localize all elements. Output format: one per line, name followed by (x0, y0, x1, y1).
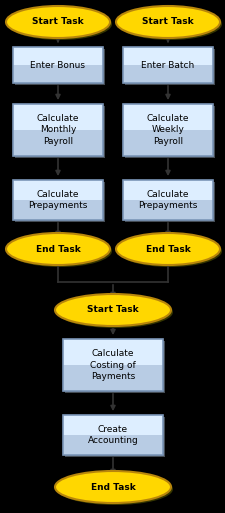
FancyBboxPatch shape (15, 182, 105, 222)
FancyBboxPatch shape (13, 65, 103, 83)
Text: End Task: End Task (36, 245, 80, 253)
Text: Start Task: Start Task (32, 17, 84, 27)
Text: Start Task: Start Task (87, 306, 139, 314)
FancyBboxPatch shape (65, 341, 165, 393)
Text: Calculate
Weekly
Payroll: Calculate Weekly Payroll (147, 114, 189, 146)
FancyBboxPatch shape (13, 130, 103, 156)
Ellipse shape (118, 235, 222, 267)
FancyBboxPatch shape (15, 49, 105, 85)
Ellipse shape (57, 296, 173, 328)
FancyBboxPatch shape (123, 104, 213, 130)
Text: Calculate
Costing of
Payments: Calculate Costing of Payments (90, 349, 136, 381)
FancyBboxPatch shape (123, 65, 213, 83)
Ellipse shape (118, 8, 222, 40)
Text: End Task: End Task (91, 483, 135, 491)
Ellipse shape (6, 233, 110, 265)
Ellipse shape (8, 8, 112, 40)
Ellipse shape (57, 473, 173, 505)
FancyBboxPatch shape (13, 180, 103, 200)
Ellipse shape (55, 471, 171, 503)
Text: Enter Batch: Enter Batch (141, 61, 195, 69)
FancyBboxPatch shape (63, 339, 163, 365)
FancyBboxPatch shape (63, 365, 163, 391)
FancyBboxPatch shape (125, 49, 215, 85)
FancyBboxPatch shape (123, 47, 213, 65)
Text: End Task: End Task (146, 245, 190, 253)
Ellipse shape (55, 294, 171, 326)
Text: Enter Bonus: Enter Bonus (31, 61, 86, 69)
FancyBboxPatch shape (13, 47, 103, 65)
FancyBboxPatch shape (63, 435, 163, 455)
FancyBboxPatch shape (123, 200, 213, 220)
FancyBboxPatch shape (125, 106, 215, 158)
FancyBboxPatch shape (123, 130, 213, 156)
FancyBboxPatch shape (15, 106, 105, 158)
FancyBboxPatch shape (123, 180, 213, 200)
Ellipse shape (116, 233, 220, 265)
FancyBboxPatch shape (63, 415, 163, 435)
Text: Start Task: Start Task (142, 17, 194, 27)
Ellipse shape (116, 6, 220, 38)
FancyBboxPatch shape (13, 200, 103, 220)
Ellipse shape (8, 235, 112, 267)
Text: Calculate
Prepayments: Calculate Prepayments (138, 190, 198, 210)
Text: Calculate
Prepayments: Calculate Prepayments (28, 190, 88, 210)
FancyBboxPatch shape (125, 182, 215, 222)
FancyBboxPatch shape (13, 104, 103, 130)
Text: Create
Accounting: Create Accounting (88, 425, 138, 445)
Text: Calculate
Monthly
Payroll: Calculate Monthly Payroll (37, 114, 79, 146)
Ellipse shape (6, 6, 110, 38)
FancyBboxPatch shape (65, 417, 165, 457)
